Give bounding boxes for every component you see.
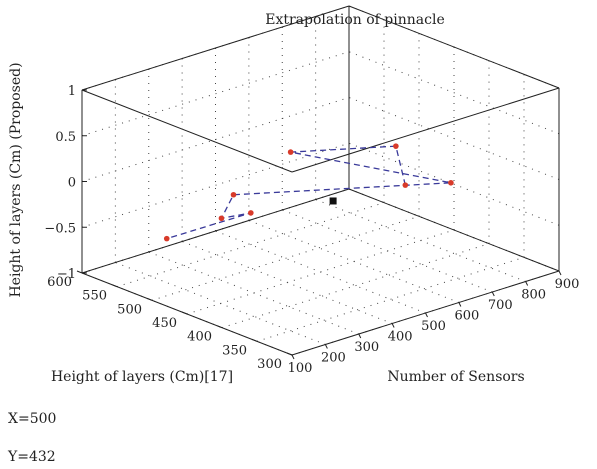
data-point	[218, 215, 225, 222]
x-tick-label: 200	[321, 351, 346, 366]
grid-line-floor-y	[151, 215, 420, 301]
grid-line-floor-x	[215, 230, 426, 314]
box-edge	[291, 87, 560, 173]
grid-line-sidewall-z	[348, 97, 560, 180]
z-tick-label: 1	[68, 84, 76, 99]
x-tick-label: 800	[521, 288, 546, 303]
x-tick-mark	[525, 281, 529, 286]
y-tick-label: 400	[187, 330, 212, 345]
x-tick-mark	[558, 270, 562, 276]
grid-line-floor-x	[181, 241, 393, 324]
y-tick-label: 350	[222, 343, 247, 358]
data-point	[287, 149, 294, 155]
x-tick-label: 100	[288, 361, 313, 376]
z-axis-label: Height of layers (Cm) (Proposed)	[8, 62, 24, 297]
series-line	[166, 145, 452, 240]
z-tick-label: 0.5	[55, 130, 76, 145]
y-axis-label: Height of layers (Cm)[17]	[51, 369, 233, 385]
y-readout: Y=432	[8, 449, 56, 465]
box-edge	[81, 188, 350, 274]
data-point	[248, 210, 254, 216]
x-tick-label: 900	[555, 277, 580, 292]
z-tick-label: −1	[57, 267, 76, 282]
grid-line-floor-x	[115, 262, 326, 345]
x-tick-label: 500	[421, 319, 446, 334]
y-tick-mark	[76, 270, 83, 274]
grid-line-backwall-z	[81, 51, 350, 137]
x-axis-label: Number of Sensors	[387, 369, 524, 385]
x-tick-mark	[324, 344, 328, 349]
tick-labels: 100 200 300 400 500 600 700 800 900 300 350 400 450 5…	[44, 84, 579, 376]
grid-line-floor-x	[148, 251, 359, 335]
y-tick-mark	[181, 311, 188, 315]
x-tick-label: 300	[354, 340, 379, 355]
box-edge	[348, 188, 560, 272]
y-tick-mark	[216, 325, 223, 329]
y-tick-mark	[146, 297, 153, 301]
box-edge	[81, 5, 350, 91]
y-tick-mark	[286, 352, 293, 356]
x-tick-label: 600	[454, 309, 479, 324]
data-point	[230, 191, 237, 198]
data-point	[448, 179, 454, 186]
chart-title: Extrapolation of pinnacle	[265, 12, 444, 28]
z-tick-label: −0.5	[44, 221, 76, 236]
grid-line-floor-y	[221, 243, 490, 329]
y-tick-label: 450	[152, 316, 177, 331]
data-point	[163, 235, 170, 242]
x-readout: X=500	[8, 411, 57, 427]
z-tick-label: 0	[68, 176, 76, 191]
x-tick-label: 700	[488, 298, 513, 313]
box-edge	[348, 5, 560, 89]
data-point	[402, 182, 409, 188]
x-tick-label: 400	[388, 330, 413, 345]
axes-box	[76, 5, 562, 360]
box-edge	[81, 89, 293, 173]
y-tick-mark	[111, 284, 118, 288]
grid-line-floor-x	[315, 199, 526, 282]
y-tick-label: 600	[47, 275, 72, 290]
data-series	[163, 143, 454, 242]
x-tick-mark	[491, 291, 495, 297]
grid-line-sidewall-z	[348, 142, 560, 226]
selected-point-marker[interactable]	[329, 197, 337, 205]
grid-line-floor-x	[282, 209, 493, 293]
x-tick-mark	[358, 333, 362, 339]
x-tick-mark	[291, 354, 295, 360]
grid-line-sidewall-z	[348, 51, 560, 135]
y-tick-mark	[251, 338, 258, 342]
y-tick-label: 550	[82, 289, 107, 304]
x-tick-mark	[391, 323, 395, 328]
y-tick-label: 500	[117, 302, 142, 317]
chart-plot: 100 200 300 400 500 600 700 800 900 300 350 400 450 5…	[8, 5, 579, 385]
x-tick-mark	[425, 312, 428, 318]
data-point	[393, 143, 399, 149]
grid-line-floor-x	[248, 220, 460, 303]
x-tick-mark	[458, 302, 462, 307]
y-tick-label: 300	[257, 357, 282, 372]
